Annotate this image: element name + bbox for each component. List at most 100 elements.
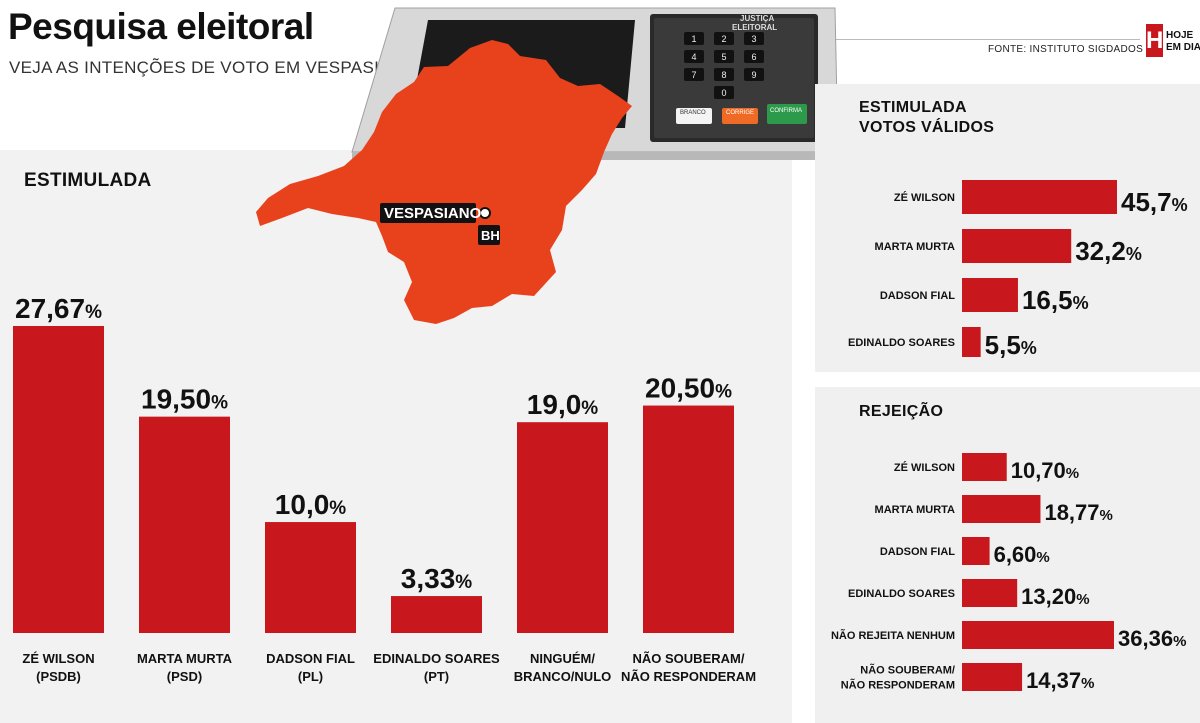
main-bar-chart: 27,67% ZÉ WILSON (PSDB) 19,50% MARTA MURTA (P… (13, 293, 756, 684)
valid-votes-title-line2: VOTOS VÁLIDOS (859, 119, 995, 136)
category-label: EDINALDO SOARES (848, 588, 955, 600)
logo-letter: H (1146, 24, 1163, 57)
corrige-key (722, 108, 758, 124)
bar (962, 327, 981, 357)
keypad-key-label: 1 (691, 34, 696, 44)
category-label: DADSON FIAL (880, 290, 955, 302)
data-label: 20,50% (645, 373, 732, 404)
category-label: NINGUÉM/ (530, 651, 595, 666)
keypad-key (714, 86, 734, 99)
category-label: (PL) (298, 669, 323, 684)
category-label: DADSON FIAL (266, 651, 355, 666)
category-label: ZÉ WILSON (22, 651, 94, 666)
keypad-key (714, 50, 734, 63)
keypad-key (684, 50, 704, 63)
machine-label-2: ELEITORAL (732, 23, 777, 32)
keypad-key-label: 8 (721, 70, 726, 80)
corrige-label: CORRIGE (726, 110, 754, 116)
category-label: NÃO SOUBERAM/ (860, 664, 955, 677)
data-label: 13,20% (1021, 584, 1089, 609)
keypad-key-label: 3 (751, 34, 756, 44)
category-label: MARTA MURTA (875, 504, 955, 516)
bar (643, 405, 734, 633)
rejection-chart: 10,70% ZÉ WILSON 18,77% MARTA MURTA 6,60% DAD… (831, 453, 1186, 693)
keypad-key (744, 68, 764, 81)
category-label: EDINALDO SOARES (373, 651, 500, 666)
bar (962, 621, 1114, 649)
data-label: 10,70% (1011, 458, 1079, 483)
bar (962, 579, 1018, 607)
keypad-key-label: 7 (691, 70, 696, 80)
data-label: 19,50% (141, 384, 228, 415)
keypad-key (684, 32, 704, 45)
category-label: ZÉ WILSON (894, 461, 955, 474)
bar (962, 278, 1018, 312)
category-label: (PSD) (167, 669, 202, 684)
city-label-box (380, 203, 476, 223)
bar (139, 416, 230, 633)
bar (962, 180, 1117, 214)
city-marker-icon (479, 207, 491, 219)
source-note: FONTE: INSTITUTO SIGDADOS (988, 44, 1144, 55)
bar (962, 537, 990, 565)
page-subtitle: VEJA AS INTENÇÕES DE VOTO EM VESPASIANO (9, 58, 417, 77)
branco-label: BRANCO (680, 110, 706, 116)
map-illustration: JUSTIÇA ELEITORAL 1 2 3 4 5 6 7 8 9 0 BRANCO CORR… (256, 7, 839, 324)
bar (962, 663, 1023, 691)
bh-label: BH (481, 228, 500, 243)
keypad-key (744, 32, 764, 45)
machine-label-1: JUSTIÇA (740, 14, 774, 23)
state-map-shape (256, 40, 632, 324)
data-label: 16,5% (1022, 285, 1089, 315)
branco-key (676, 108, 712, 124)
keypad-key-label: 5 (721, 52, 726, 62)
category-label: NÃO SOUBERAM/ (633, 651, 745, 666)
bar (962, 453, 1007, 481)
bh-label-box (478, 225, 500, 245)
brand-logo: H HOJE EM DIA (1146, 24, 1200, 58)
keypad-key-label: 0 (721, 88, 726, 98)
page-title: Pesquisa eleitoral (8, 6, 314, 47)
category-label: (PSDB) (36, 669, 81, 684)
data-label: 6,60% (994, 542, 1050, 567)
keypad-key-label: 2 (721, 34, 726, 44)
keypad-key (714, 68, 734, 81)
category-label: MARTA MURTA (875, 241, 955, 253)
category-label: NÃO RESPONDERAM (841, 679, 955, 692)
keypad-key (684, 68, 704, 81)
data-label: 3,33% (401, 563, 473, 594)
valid-votes-panel (815, 84, 1200, 372)
rejection-title: REJEIÇÃO (859, 403, 944, 420)
confirma-label: CONFIRMA (770, 108, 802, 114)
data-label: 10,0% (275, 489, 347, 520)
data-label: 45,7% (1121, 187, 1188, 217)
category-label: (PT) (424, 669, 449, 684)
data-label: 32,2% (1075, 236, 1142, 266)
logo-line2: EM DIA (1166, 42, 1200, 53)
keypad-key-label: 6 (751, 52, 756, 62)
category-label: NÃO REJEITA NENHUM (831, 629, 955, 642)
logo-line1: HOJE (1166, 30, 1194, 41)
category-label: EDINALDO SOARES (848, 337, 955, 349)
data-label: 14,37% (1026, 668, 1094, 693)
data-label: 19,0% (527, 389, 599, 420)
category-label: DADSON FIAL (880, 546, 955, 558)
data-label: 5,5% (985, 330, 1037, 360)
bar (265, 522, 356, 633)
category-label: MARTA MURTA (137, 651, 233, 666)
valid-votes-title: ESTIMULADA VOTOS VÁLIDOS (859, 98, 994, 138)
data-label: 36,36% (1118, 626, 1186, 651)
bar (962, 229, 1072, 263)
confirma-key (767, 104, 807, 124)
machine-keypad: 1 2 3 4 5 6 7 8 9 0 (684, 32, 764, 99)
keypad-key-label: 9 (751, 70, 756, 80)
data-label: 27,67% (15, 293, 102, 324)
keypad-key-label: 4 (691, 52, 696, 62)
city-label: VESPASIANO (384, 205, 482, 222)
bar (517, 422, 608, 633)
keypad-key (714, 32, 734, 45)
bar (391, 596, 482, 633)
data-label: 18,77% (1044, 500, 1112, 525)
category-label: NÃO RESPONDERAM (621, 669, 756, 684)
valid-votes-title-line1: ESTIMULADA (859, 99, 967, 116)
